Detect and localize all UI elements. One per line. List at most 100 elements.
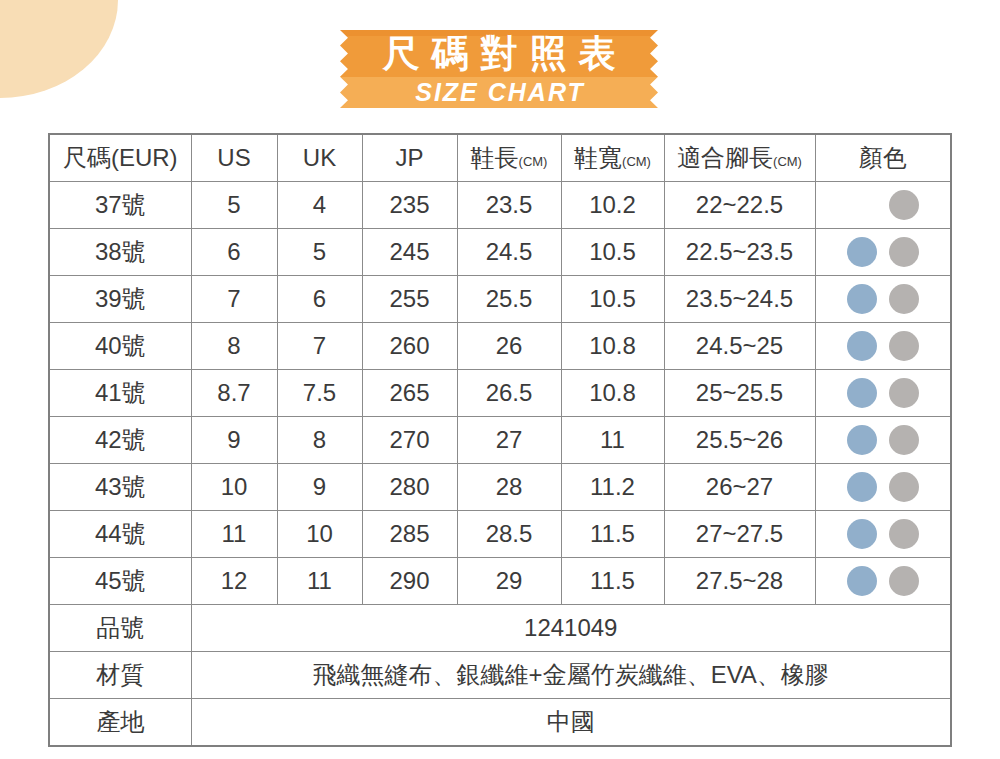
gray-color-dot	[889, 237, 919, 267]
column-header-us: US	[191, 134, 277, 182]
size-table-row: 37號5423523.510.222~22.5	[49, 182, 951, 229]
color-dots-cell	[815, 511, 951, 558]
size-cell-uk: 7	[277, 323, 362, 370]
gray-color-dot	[889, 190, 919, 220]
color-dots	[816, 519, 951, 549]
blue-color-dot	[847, 519, 877, 549]
size-cell-foot: 25.5~26	[664, 417, 815, 464]
blue-color-dot	[847, 331, 877, 361]
size-cell-eur: 41號	[49, 370, 191, 417]
size-table-row: 43號1092802811.226~27	[49, 464, 951, 511]
info-label: 產地	[49, 699, 191, 747]
size-cell-length: 26.5	[457, 370, 561, 417]
size-cell-eur: 45號	[49, 558, 191, 605]
size-table-row: 45號12112902911.527.5~28	[49, 558, 951, 605]
column-header-unit: (CM)	[519, 154, 548, 169]
color-dots	[816, 378, 951, 408]
banner-subtitle-band: SIZE CHART	[340, 77, 658, 108]
size-cell-foot: 22.5~23.5	[664, 229, 815, 276]
column-header-label: JP	[395, 144, 423, 171]
size-cell-us: 11	[191, 511, 277, 558]
color-dots-cell	[815, 417, 951, 464]
size-cell-foot: 25~25.5	[664, 370, 815, 417]
size-cell-width: 10.2	[561, 182, 664, 229]
color-dots	[816, 331, 951, 361]
size-cell-jp: 290	[362, 558, 457, 605]
size-cell-uk: 6	[277, 276, 362, 323]
size-cell-us: 9	[191, 417, 277, 464]
info-value: 飛織無縫布、銀纖維+金屬竹炭纖維、EVA、橡膠	[191, 652, 951, 699]
size-cell-length: 27	[457, 417, 561, 464]
column-header-label: US	[217, 144, 250, 171]
size-table-header-row: 尺碼(EUR) US UK JP 鞋長(CM) 鞋寬(CM) 適	[49, 134, 951, 182]
info-row: 產地中國	[49, 699, 951, 747]
size-cell-us: 5	[191, 182, 277, 229]
size-cell-uk: 5	[277, 229, 362, 276]
blue-color-dot	[847, 472, 877, 502]
blue-color-dot	[847, 284, 877, 314]
size-cell-uk: 10	[277, 511, 362, 558]
info-row: 品號1241049	[49, 605, 951, 652]
gray-color-dot	[889, 519, 919, 549]
size-table-row: 41號8.77.526526.510.825~25.5	[49, 370, 951, 417]
color-dots-cell	[815, 464, 951, 511]
info-row: 材質飛織無縫布、銀纖維+金屬竹炭纖維、EVA、橡膠	[49, 652, 951, 699]
column-header-label: 鞋長	[471, 144, 519, 171]
size-cell-us: 6	[191, 229, 277, 276]
size-cell-jp: 245	[362, 229, 457, 276]
size-cell-width: 11	[561, 417, 664, 464]
size-cell-us: 12	[191, 558, 277, 605]
column-header-label: 適合腳長	[677, 144, 773, 171]
column-header-label: 尺碼(EUR)	[63, 144, 178, 171]
size-cell-length: 25.5	[457, 276, 561, 323]
size-cell-foot: 27~27.5	[664, 511, 815, 558]
size-cell-eur: 44號	[49, 511, 191, 558]
column-header-foot-length: 適合腳長(CM)	[664, 134, 815, 182]
column-header-unit: (CM)	[773, 154, 802, 169]
color-dots-cell	[815, 182, 951, 229]
size-table-row: 39號7625525.510.523.5~24.5	[49, 276, 951, 323]
color-dots-cell	[815, 323, 951, 370]
column-header-uk: UK	[277, 134, 362, 182]
column-header-unit: (CM)	[622, 154, 651, 169]
gray-color-dot	[889, 378, 919, 408]
size-table: 尺碼(EUR) US UK JP 鞋長(CM) 鞋寬(CM) 適	[48, 133, 952, 747]
size-table-row: 38號6524524.510.522.5~23.5	[49, 229, 951, 276]
size-cell-length: 29	[457, 558, 561, 605]
column-header-color: 顏色	[815, 134, 951, 182]
size-table-row: 42號98270271125.5~26	[49, 417, 951, 464]
size-cell-width: 10.8	[561, 370, 664, 417]
size-cell-length: 23.5	[457, 182, 561, 229]
column-header-label: UK	[303, 144, 336, 171]
size-cell-foot: 26~27	[664, 464, 815, 511]
size-cell-width: 11.5	[561, 558, 664, 605]
color-dots	[816, 284, 951, 314]
size-cell-us: 8.7	[191, 370, 277, 417]
size-cell-jp: 255	[362, 276, 457, 323]
size-cell-length: 26	[457, 323, 561, 370]
color-dots-cell	[815, 558, 951, 605]
color-dots	[816, 190, 951, 220]
corner-decoration	[0, 0, 118, 98]
size-cell-uk: 8	[277, 417, 362, 464]
size-table-row: 40號872602610.824.5~25	[49, 323, 951, 370]
color-dots	[816, 425, 951, 455]
blue-color-dot	[847, 425, 877, 455]
blue-color-dot	[847, 237, 877, 267]
size-cell-foot: 24.5~25	[664, 323, 815, 370]
size-cell-eur: 43號	[49, 464, 191, 511]
gray-color-dot	[889, 425, 919, 455]
size-cell-foot: 23.5~24.5	[664, 276, 815, 323]
size-table-body: 37號5423523.510.222~22.538號6524524.510.52…	[49, 182, 951, 747]
size-cell-uk: 9	[277, 464, 362, 511]
size-cell-foot: 22~22.5	[664, 182, 815, 229]
color-dots	[816, 237, 951, 267]
size-chart-banner: 尺碼對照表 SIZE CHART	[340, 30, 658, 108]
size-cell-width: 10.5	[561, 276, 664, 323]
size-cell-us: 8	[191, 323, 277, 370]
color-dots-cell	[815, 229, 951, 276]
size-cell-jp: 235	[362, 182, 457, 229]
size-cell-jp: 280	[362, 464, 457, 511]
size-cell-jp: 285	[362, 511, 457, 558]
size-cell-jp: 270	[362, 417, 457, 464]
